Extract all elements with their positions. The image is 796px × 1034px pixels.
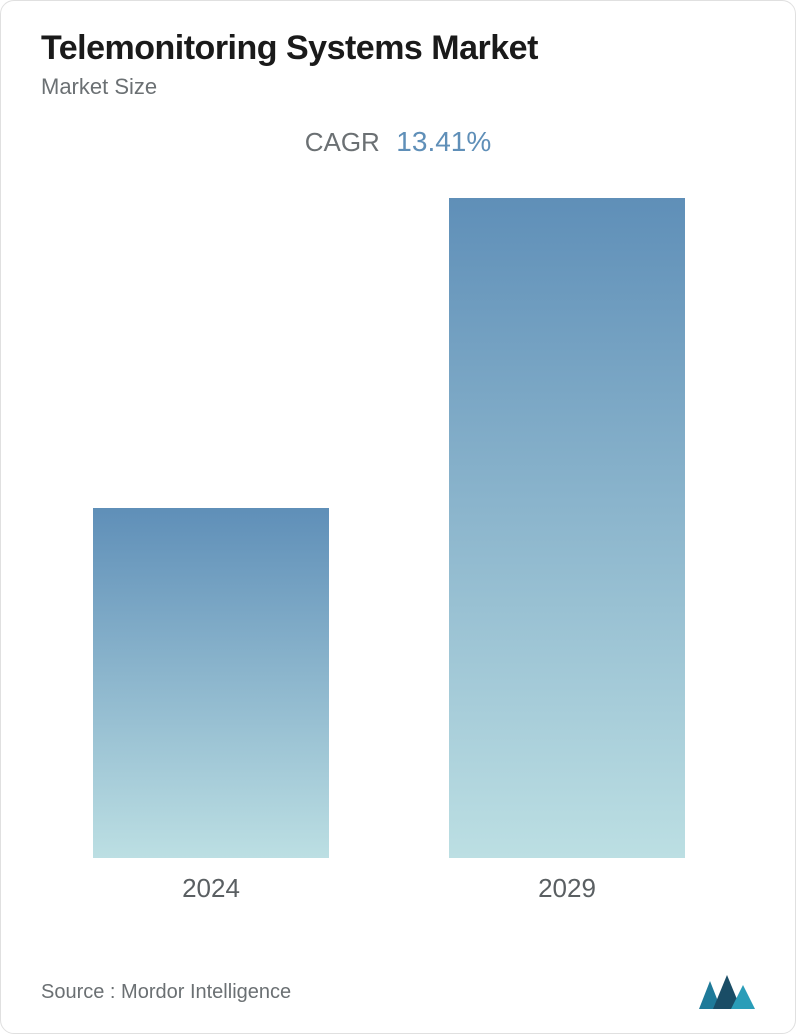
- bar-chart: 2024 2029: [41, 198, 755, 858]
- bar-label: 2024: [93, 873, 329, 904]
- source-text: Source : Mordor Intelligence: [41, 981, 291, 1004]
- bar-fill: [449, 198, 685, 858]
- chart-title: Telemonitoring Systems Market: [41, 29, 755, 68]
- brand-logo-icon: [699, 975, 755, 1009]
- bar-fill: [93, 508, 329, 858]
- chart-footer: Source : Mordor Intelligence: [41, 975, 755, 1009]
- chart-card: Telemonitoring Systems Market Market Siz…: [0, 0, 796, 1034]
- chart-subtitle: Market Size: [41, 74, 755, 100]
- cagr-row: CAGR 13.41%: [41, 126, 755, 158]
- cagr-value: 13.41%: [396, 126, 491, 157]
- bar-label: 2029: [449, 873, 685, 904]
- cagr-label: CAGR: [305, 127, 380, 157]
- bar-2029: 2029: [449, 198, 685, 858]
- bar-2024: 2024: [93, 508, 329, 858]
